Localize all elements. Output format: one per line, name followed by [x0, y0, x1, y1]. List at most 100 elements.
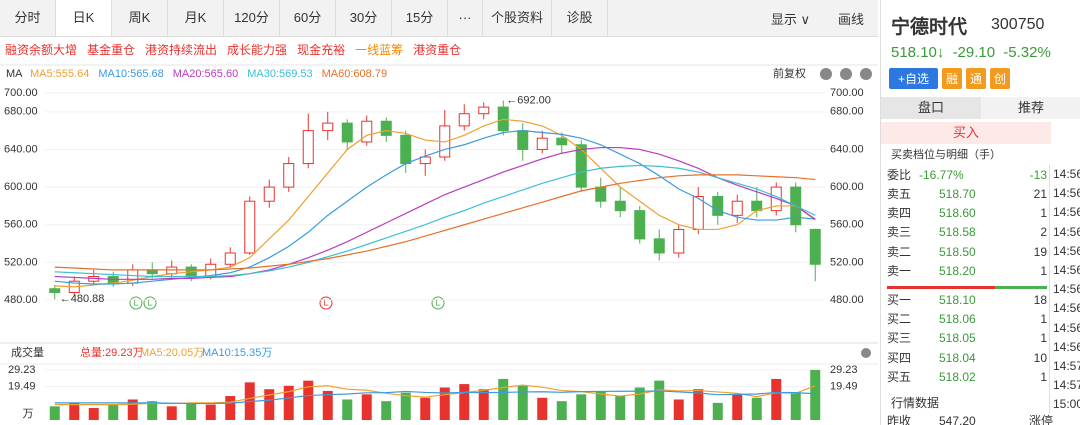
- tag[interactable]: 成长能力强: [227, 43, 288, 57]
- price: 518.05: [939, 331, 976, 346]
- tag[interactable]: 一线蓝筹: [355, 43, 404, 57]
- settings-icon[interactable]: [860, 68, 872, 80]
- tag[interactable]: 基金重仓: [87, 43, 136, 57]
- label: 昨收: [887, 414, 912, 425]
- volume-bar: [264, 389, 275, 420]
- event-label: L: [323, 297, 328, 307]
- buy-button[interactable]: 买入: [881, 122, 1051, 144]
- tab[interactable]: 推荐: [1017, 100, 1044, 115]
- zoom-in[interactable]: [820, 68, 832, 80]
- candle-body: [263, 186, 275, 202]
- watch-button[interactable]: +自选: [889, 68, 939, 89]
- level: 买二: [887, 312, 912, 327]
- draw-button[interactable]: 画线: [837, 11, 864, 27]
- legend-entry: MA20:565.60: [173, 68, 238, 80]
- tab[interactable]: 诊股: [552, 0, 608, 36]
- candle-body: [322, 122, 334, 132]
- event-marker[interactable]: [129, 296, 143, 310]
- candle-body: [556, 137, 568, 146]
- tab[interactable]: 周K: [112, 0, 168, 36]
- event-marker[interactable]: [143, 296, 157, 310]
- level: 卖三: [887, 225, 912, 240]
- candle-body: [712, 196, 724, 216]
- volume-bar: [381, 401, 392, 420]
- tab[interactable]: 日K: [56, 0, 112, 36]
- display-menu[interactable]: 显示 ∨: [770, 11, 810, 27]
- volume-unit: 万: [23, 408, 34, 420]
- trade-time: 14:56: [1053, 339, 1080, 354]
- y-tick-label: 480.00: [830, 294, 864, 306]
- price-line: 518.10↓ -29.10 -5.32%: [891, 44, 1051, 61]
- trade-time: 14:56: [1053, 167, 1080, 181]
- price: 518.70: [939, 187, 976, 201]
- tab[interactable]: 月K: [168, 0, 224, 36]
- annotation: ←480.88: [60, 293, 105, 305]
- candle-body: [517, 130, 529, 150]
- y-tick-label: 520.00: [4, 256, 38, 268]
- tag[interactable]: 融资余额大增: [5, 43, 78, 57]
- badge[interactable]: 通: [966, 68, 987, 89]
- y-tick-label: 680.00: [4, 106, 38, 118]
- volume-bar: [127, 399, 138, 420]
- stock-name: 宁德时代: [891, 17, 968, 38]
- candle-body: [809, 228, 821, 265]
- y-tick-label: 640.00: [4, 143, 38, 155]
- volume-bar: [459, 384, 470, 420]
- tag[interactable]: 现金充裕: [297, 43, 346, 57]
- volume-bar: [693, 389, 704, 420]
- badge[interactable]: 创: [990, 68, 1011, 89]
- zoom-out[interactable]: [840, 68, 852, 80]
- volume: 1: [1040, 369, 1047, 384]
- tab[interactable]: 个股资料: [483, 0, 552, 36]
- level: 卖二: [887, 244, 912, 259]
- price: 518.20: [939, 263, 976, 278]
- ratio-row: 委比 -16.77% -13: [887, 166, 1047, 185]
- book-row: 买四 518.04 10: [887, 349, 1047, 368]
- adjust-mode[interactable]: 前复权: [773, 66, 806, 80]
- prev-row: 昨收 547.20 涨停: [887, 412, 1053, 425]
- tab[interactable]: 60分: [280, 0, 336, 36]
- trade-time: 14:56: [1053, 224, 1080, 239]
- event-marker[interactable]: [319, 296, 333, 310]
- tab[interactable]: 120分: [224, 0, 280, 36]
- y-tick-label: 640.00: [830, 143, 864, 155]
- tab[interactable]: 盘口: [881, 97, 981, 119]
- volume-bar: [186, 402, 197, 420]
- volume-bar: [732, 394, 743, 420]
- book-row: 买五 518.02 1: [887, 368, 1047, 387]
- event-markers: L L L L: [129, 296, 445, 310]
- book-row: 卖三 518.58 2: [887, 223, 1047, 242]
- level: 卖五: [887, 187, 912, 201]
- tab[interactable]: ···: [448, 0, 483, 36]
- volume: 19: [1033, 244, 1047, 259]
- volume: 1: [1040, 331, 1047, 346]
- volume: 10: [1033, 350, 1047, 365]
- tag[interactable]: 港资重仓: [413, 43, 462, 57]
- volume-bar: [771, 378, 782, 420]
- candle-body: [458, 113, 470, 127]
- tab[interactable]: 15分: [392, 0, 448, 36]
- ma-line: [54, 146, 816, 280]
- settings-icon[interactable]: [861, 348, 871, 358]
- volume-bar: [361, 394, 372, 420]
- event-marker[interactable]: [431, 296, 445, 310]
- event-label: L: [133, 297, 138, 307]
- y-tick-label: 600.00: [830, 181, 864, 193]
- legend-entry: MA5:555.64: [30, 68, 89, 80]
- candle-body: [49, 288, 61, 293]
- stock-code: 300750: [991, 16, 1045, 33]
- y-tick-label: 700.00: [830, 87, 864, 99]
- ma-legend: MA5:555.64 MA10:565.68 MA20:565.60 MA30:569…: [30, 68, 387, 80]
- volume-bar: [712, 402, 723, 420]
- quote-panel: 宁德时代 300750 518.10↓ -29.10 -5.32% +自选 融 …: [880, 0, 1080, 425]
- tab[interactable]: 分时: [0, 0, 56, 36]
- tab[interactable]: 30分: [336, 0, 392, 36]
- tag[interactable]: 港资持续流出: [145, 43, 218, 57]
- volume-total: 总量:29.23万: [80, 345, 144, 359]
- candle-body: [224, 252, 236, 265]
- change: -29.10: [952, 44, 996, 61]
- level: 卖四: [887, 206, 912, 221]
- badge[interactable]: 融: [942, 68, 963, 89]
- trade-time: 14:56: [1053, 301, 1080, 316]
- time-column: 14:56 14:56 14:56 14:56 14:56 14:56 14:56 14:56…: [1049, 165, 1080, 415]
